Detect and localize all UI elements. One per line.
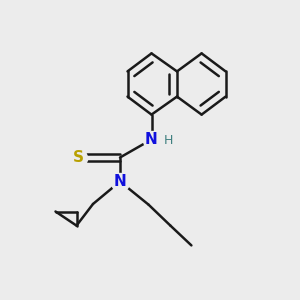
Text: H: H: [164, 134, 173, 147]
Text: N: N: [114, 174, 126, 189]
Text: S: S: [73, 150, 83, 165]
Text: N: N: [145, 132, 158, 147]
